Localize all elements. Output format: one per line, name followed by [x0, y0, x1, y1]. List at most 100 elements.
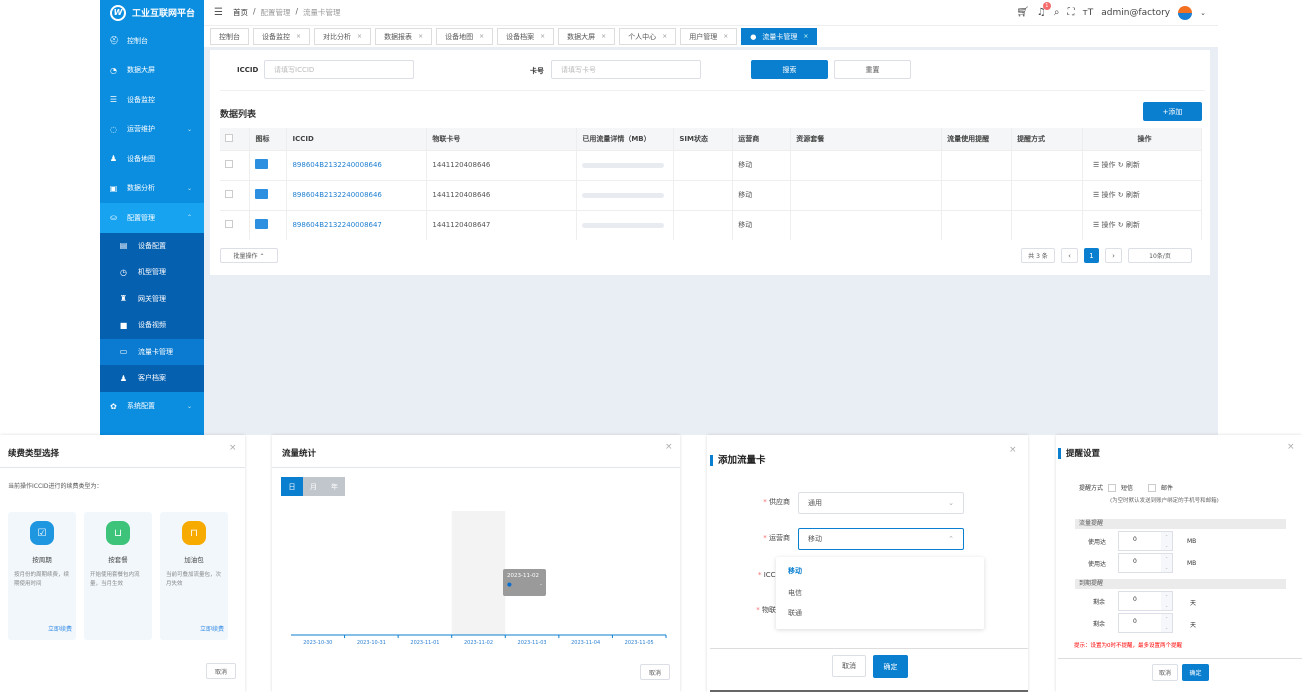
sidebar-item[interactable]: ◌ 运营维护 ⌄ — [100, 115, 204, 145]
close-icon[interactable]: × — [418, 33, 424, 40]
menu-toggle-icon[interactable]: ☰ — [214, 7, 223, 18]
close-icon[interactable]: × — [662, 33, 668, 40]
close-icon[interactable]: × — [479, 33, 485, 40]
field-select[interactable]: 通用 ⌄ — [798, 492, 964, 514]
tab[interactable]: 设备地图 × — [436, 28, 494, 45]
chevron-down-icon[interactable]: ⌄ — [1200, 8, 1206, 17]
number-input[interactable]: 0 ⌃ ⌄ — [1118, 591, 1173, 611]
iccid-link[interactable]: 898604B2132240008647 — [292, 221, 382, 230]
cancel-button[interactable]: 取消 — [206, 663, 236, 679]
tab[interactable]: 个人中心 × — [619, 28, 677, 45]
tab[interactable]: 数据大屏 × — [558, 28, 616, 45]
iccid-link[interactable]: 898604B2132240008646 — [292, 191, 382, 199]
number-input[interactable]: 0 ⌃ ⌄ — [1118, 553, 1173, 573]
close-icon[interactable]: × — [1287, 442, 1295, 452]
dropdown-option[interactable]: 移动 — [788, 567, 802, 575]
refresh-button[interactable]: ↻ 刷新 — [1117, 191, 1140, 199]
field-select[interactable]: 移动 ⌃ — [798, 528, 964, 550]
tab-day[interactable]: 日 — [281, 477, 303, 496]
breadcrumb-config[interactable]: 配置管理 — [260, 8, 291, 17]
user-name[interactable]: admin@factory — [1101, 7, 1171, 18]
close-icon[interactable]: × — [601, 33, 607, 40]
row-checkbox[interactable] — [225, 190, 233, 198]
refresh-button[interactable]: ↻ 刷新 — [1117, 161, 1140, 169]
next-page-button[interactable]: › — [1105, 248, 1122, 263]
stepper-icon[interactable]: ⌃ ⌄ — [1161, 532, 1172, 550]
tab[interactable]: ● 流量卡管理 × — [741, 28, 818, 45]
tab[interactable]: 设备档案 × — [497, 28, 555, 45]
refresh-button[interactable]: ↻ 刷新 — [1117, 221, 1140, 230]
operate-button[interactable]: ☰ 操作 — [1093, 191, 1116, 199]
sidebar-subitem[interactable]: ▤ 设备配置 — [100, 232, 204, 259]
sidebar-subitem[interactable]: ▭ 流量卡管理 — [100, 338, 204, 365]
sidebar-item[interactable]: ⛀ 配置管理 ⌃ — [100, 203, 204, 233]
breadcrumb-home[interactable]: 首页 — [232, 8, 248, 17]
select-all-checkbox[interactable] — [225, 133, 233, 142]
close-icon[interactable]: × — [357, 33, 363, 40]
cart-icon[interactable]: 🛒︎ — [1016, 7, 1029, 18]
close-icon[interactable]: × — [723, 33, 729, 40]
stepper-icon[interactable]: ⌃ ⌄ — [1161, 554, 1172, 572]
cancel-button[interactable]: 取消 — [1152, 664, 1178, 681]
close-icon[interactable]: × — [540, 33, 546, 40]
fullscreen-icon[interactable]: ⛶ — [1067, 7, 1075, 18]
reset-button[interactable]: 重置 — [834, 60, 911, 79]
search-icon[interactable]: ⌕ — [1053, 7, 1060, 18]
bell-icon[interactable]: ♫ 1 — [1037, 2, 1051, 18]
cancel-button[interactable]: 取消 — [832, 655, 866, 677]
sidebar-subitem[interactable]: ◷ 机型管理 — [100, 259, 204, 286]
iccid-input[interactable]: 请填写ICCID — [264, 60, 414, 79]
close-icon[interactable]: × — [1009, 445, 1017, 455]
sms-checkbox[interactable] — [1108, 483, 1117, 492]
search-button[interactable]: 搜索 — [751, 60, 828, 79]
close-icon[interactable]: × — [296, 33, 302, 40]
tab-year[interactable]: 年 — [324, 477, 345, 496]
operate-button[interactable]: ☰ 操作 — [1093, 221, 1116, 230]
stepper-icon[interactable]: ⌃ ⌄ — [1161, 592, 1172, 610]
close-icon[interactable]: × — [665, 442, 673, 452]
operate-button[interactable]: ☰ 操作 — [1093, 161, 1116, 169]
tab[interactable]: 控制台 — [210, 28, 249, 45]
sidebar-subitem[interactable]: ♜ 网关管理 — [100, 285, 204, 312]
number-input[interactable]: 0 ⌃ ⌄ — [1118, 531, 1173, 551]
sidebar-item[interactable]: ☰ 设备监控 — [100, 85, 204, 115]
sidebar-subitem[interactable]: ■ 设备视频 — [100, 312, 204, 339]
confirm-button[interactable]: 确定 — [1182, 664, 1209, 681]
prev-page-button[interactable]: ‹ — [1061, 248, 1078, 263]
row-checkbox[interactable] — [225, 220, 233, 229]
logo[interactable]: W 工业互联网平台 — [100, 0, 204, 25]
row-checkbox[interactable] — [225, 160, 233, 168]
renew-type-card[interactable]: ⊔ 按套餐 开始使用套餐包内流量，当月生效 — [84, 512, 152, 640]
sidebar-item[interactable]: ⛑ 控制台 — [100, 26, 204, 56]
stepper-icon[interactable]: ⌃ ⌄ — [1161, 614, 1172, 632]
dropdown-option[interactable]: 联通 — [788, 609, 802, 617]
sidebar-item[interactable]: ♟ 设备地图 — [100, 144, 204, 174]
renew-link[interactable]: 立即续费 — [47, 626, 72, 633]
add-button[interactable]: +添加 — [1143, 102, 1202, 121]
tab[interactable]: 数据报表 × — [375, 28, 433, 45]
sidebar-item[interactable]: ◔ 数据大屏 — [100, 56, 204, 86]
close-icon[interactable]: × — [229, 443, 237, 453]
renew-type-card[interactable]: ⊓ 加油包 当前可叠加流量包，次月失效 立即续费 — [160, 512, 228, 640]
sidebar-subitem[interactable]: ♟ 客户档案 — [100, 365, 204, 392]
card-input[interactable]: 请填写卡号 — [551, 60, 701, 79]
iccid-link[interactable]: 898604B2132240008646 — [292, 161, 382, 169]
tab-month[interactable]: 月 — [303, 477, 324, 496]
tab[interactable]: 对比分析 × — [314, 28, 372, 45]
cancel-button[interactable]: 取消 — [640, 664, 670, 680]
close-icon[interactable]: × — [803, 33, 809, 40]
page-size-select[interactable]: 10条/页 — [1128, 248, 1192, 263]
avatar[interactable] — [1178, 5, 1193, 20]
number-input[interactable]: 0 ⌃ ⌄ — [1118, 613, 1173, 633]
tab[interactable]: 设备监控 × — [253, 28, 311, 45]
dropdown-option[interactable]: 电信 — [788, 589, 802, 597]
tab[interactable]: 用户管理 × — [680, 28, 738, 45]
renew-type-card[interactable]: ☑ 按周期 按月份的周期续费，续期使用时间 立即续费 — [8, 512, 76, 640]
page-1-button[interactable]: 1 — [1084, 248, 1099, 263]
renew-link[interactable]: 立即续费 — [199, 626, 224, 633]
sidebar-item[interactable]: ▣ 数据分析 ⌄ — [100, 174, 204, 204]
sidebar-item-system[interactable]: ✿ 系统配置 ⌄ — [100, 392, 204, 422]
confirm-button[interactable]: 确定 — [873, 655, 908, 678]
font-size-icon[interactable]: тT — [1082, 7, 1094, 18]
email-checkbox[interactable] — [1148, 483, 1157, 492]
